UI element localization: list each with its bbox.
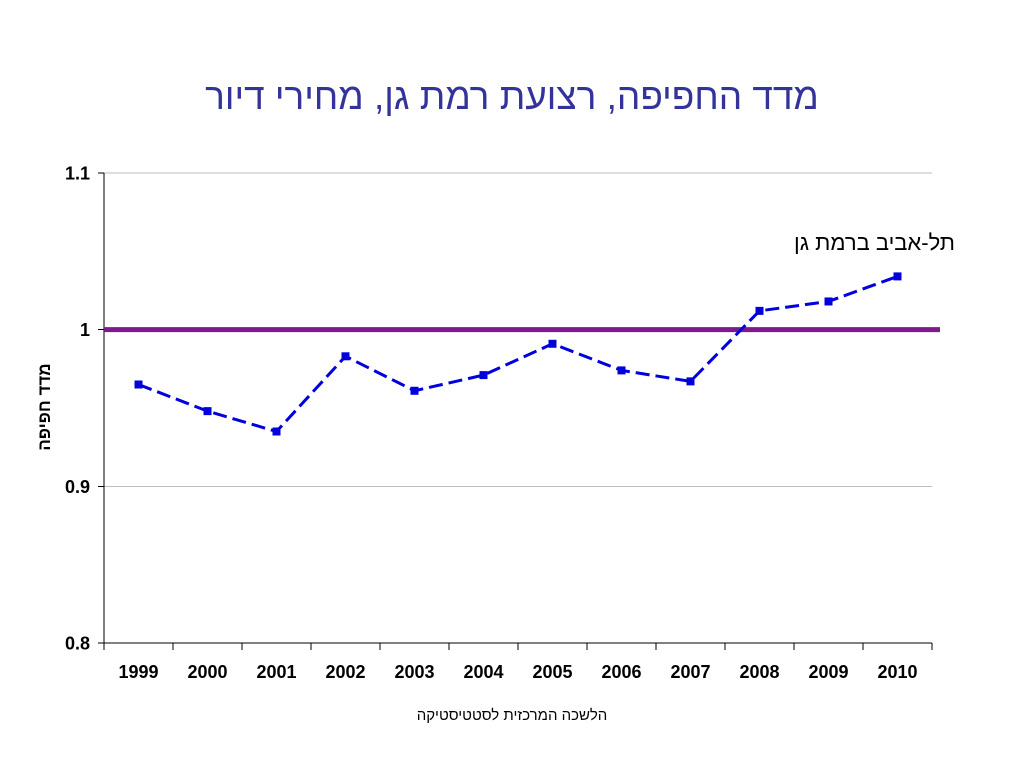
- x-tick-label-2009: 2009: [808, 662, 848, 682]
- x-tick-label-2002: 2002: [325, 662, 365, 682]
- source-footer: הלשכה המרכזית לסטטיסטיקה: [416, 707, 608, 724]
- y-axis-title: מדד חפיפה: [35, 363, 54, 451]
- data-point-2009: [824, 297, 833, 306]
- x-tick-label-2010: 2010: [877, 662, 917, 682]
- x-tick-label-2000: 2000: [187, 662, 227, 682]
- data-point-2006: [617, 366, 626, 375]
- x-tick-label-2006: 2006: [601, 662, 641, 682]
- x-tick-label-2005: 2005: [532, 662, 572, 682]
- x-tick-label-2007: 2007: [670, 662, 710, 682]
- series-0: [134, 272, 902, 436]
- data-point-2002: [341, 352, 350, 361]
- data-point-1999: [134, 380, 143, 389]
- data-point-2010: [893, 272, 902, 281]
- y-axis-ticks: 0.8 0.9 1 1.1: [65, 163, 104, 653]
- data-point-2007: [686, 377, 695, 386]
- data-point-2005: [548, 339, 557, 348]
- series-label: תל-אביב ברמת גן: [794, 230, 955, 255]
- x-tick-label-2001: 2001: [256, 662, 296, 682]
- x-axis-ticks: 1999 2000 2001 2002 2003 2004 2005 2006 2007 2008…: [103, 643, 933, 682]
- data-point-2008: [755, 306, 764, 315]
- data-point-2001: [272, 427, 281, 436]
- x-tick-label-2008: 2008: [739, 662, 779, 682]
- x-tick-label-1999: 1999: [118, 662, 158, 682]
- chart-title: מדד החפיפה, רצועת רמת גן, מחירי דיור: [205, 76, 819, 117]
- x-tick-label-2003: 2003: [394, 662, 434, 682]
- y-tick-label-1: 1: [80, 320, 90, 340]
- x-tick-label-2004: 2004: [463, 662, 503, 682]
- data-point-2004: [479, 371, 488, 380]
- series-line: [137, 274, 899, 433]
- y-tick-label-0.8: 0.8: [65, 633, 90, 653]
- y-tick-label-1.1: 1.1: [65, 163, 90, 183]
- y-tick-label-0.9: 0.9: [65, 477, 90, 497]
- data-point-2003: [410, 386, 419, 395]
- data-point-2000: [203, 407, 212, 416]
